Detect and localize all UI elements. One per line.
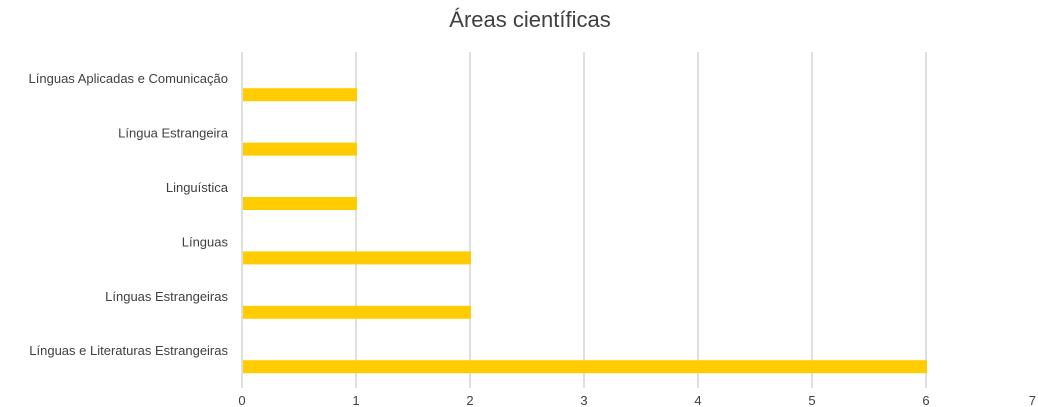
category-label: Línguas e Literaturas Estrangeiras [29, 343, 228, 358]
x-tick-label: 3 [580, 393, 587, 407]
category-label: Língua Estrangeira [118, 126, 229, 141]
x-tick-label: 5 [808, 393, 815, 407]
bar [243, 360, 927, 374]
bar [243, 251, 471, 265]
category-labels: Línguas Aplicadas e Comunicação Língua Es… [29, 71, 229, 358]
bars [243, 88, 927, 374]
x-tick-label: 1 [352, 393, 359, 407]
chart-title: Áreas científicas [449, 7, 610, 32]
bar [243, 305, 471, 319]
category-label: Línguas Estrangeiras [105, 289, 228, 304]
gridlines [241, 52, 927, 388]
x-tick-label: 6 [922, 393, 929, 407]
x-tick-label: 7 [1029, 393, 1036, 407]
category-label: Línguas [182, 234, 229, 249]
x-axis-tick-labels: 0 1 2 3 4 5 6 7 [238, 393, 1036, 407]
bar [243, 88, 357, 102]
bar [243, 197, 357, 210]
bar [243, 142, 357, 156]
category-label: Linguística [166, 180, 229, 195]
x-tick-label: 4 [694, 393, 701, 407]
x-tick-label: 0 [238, 393, 245, 407]
category-label: Línguas Aplicadas e Comunicação [29, 71, 228, 86]
x-tick-label: 2 [466, 393, 473, 407]
